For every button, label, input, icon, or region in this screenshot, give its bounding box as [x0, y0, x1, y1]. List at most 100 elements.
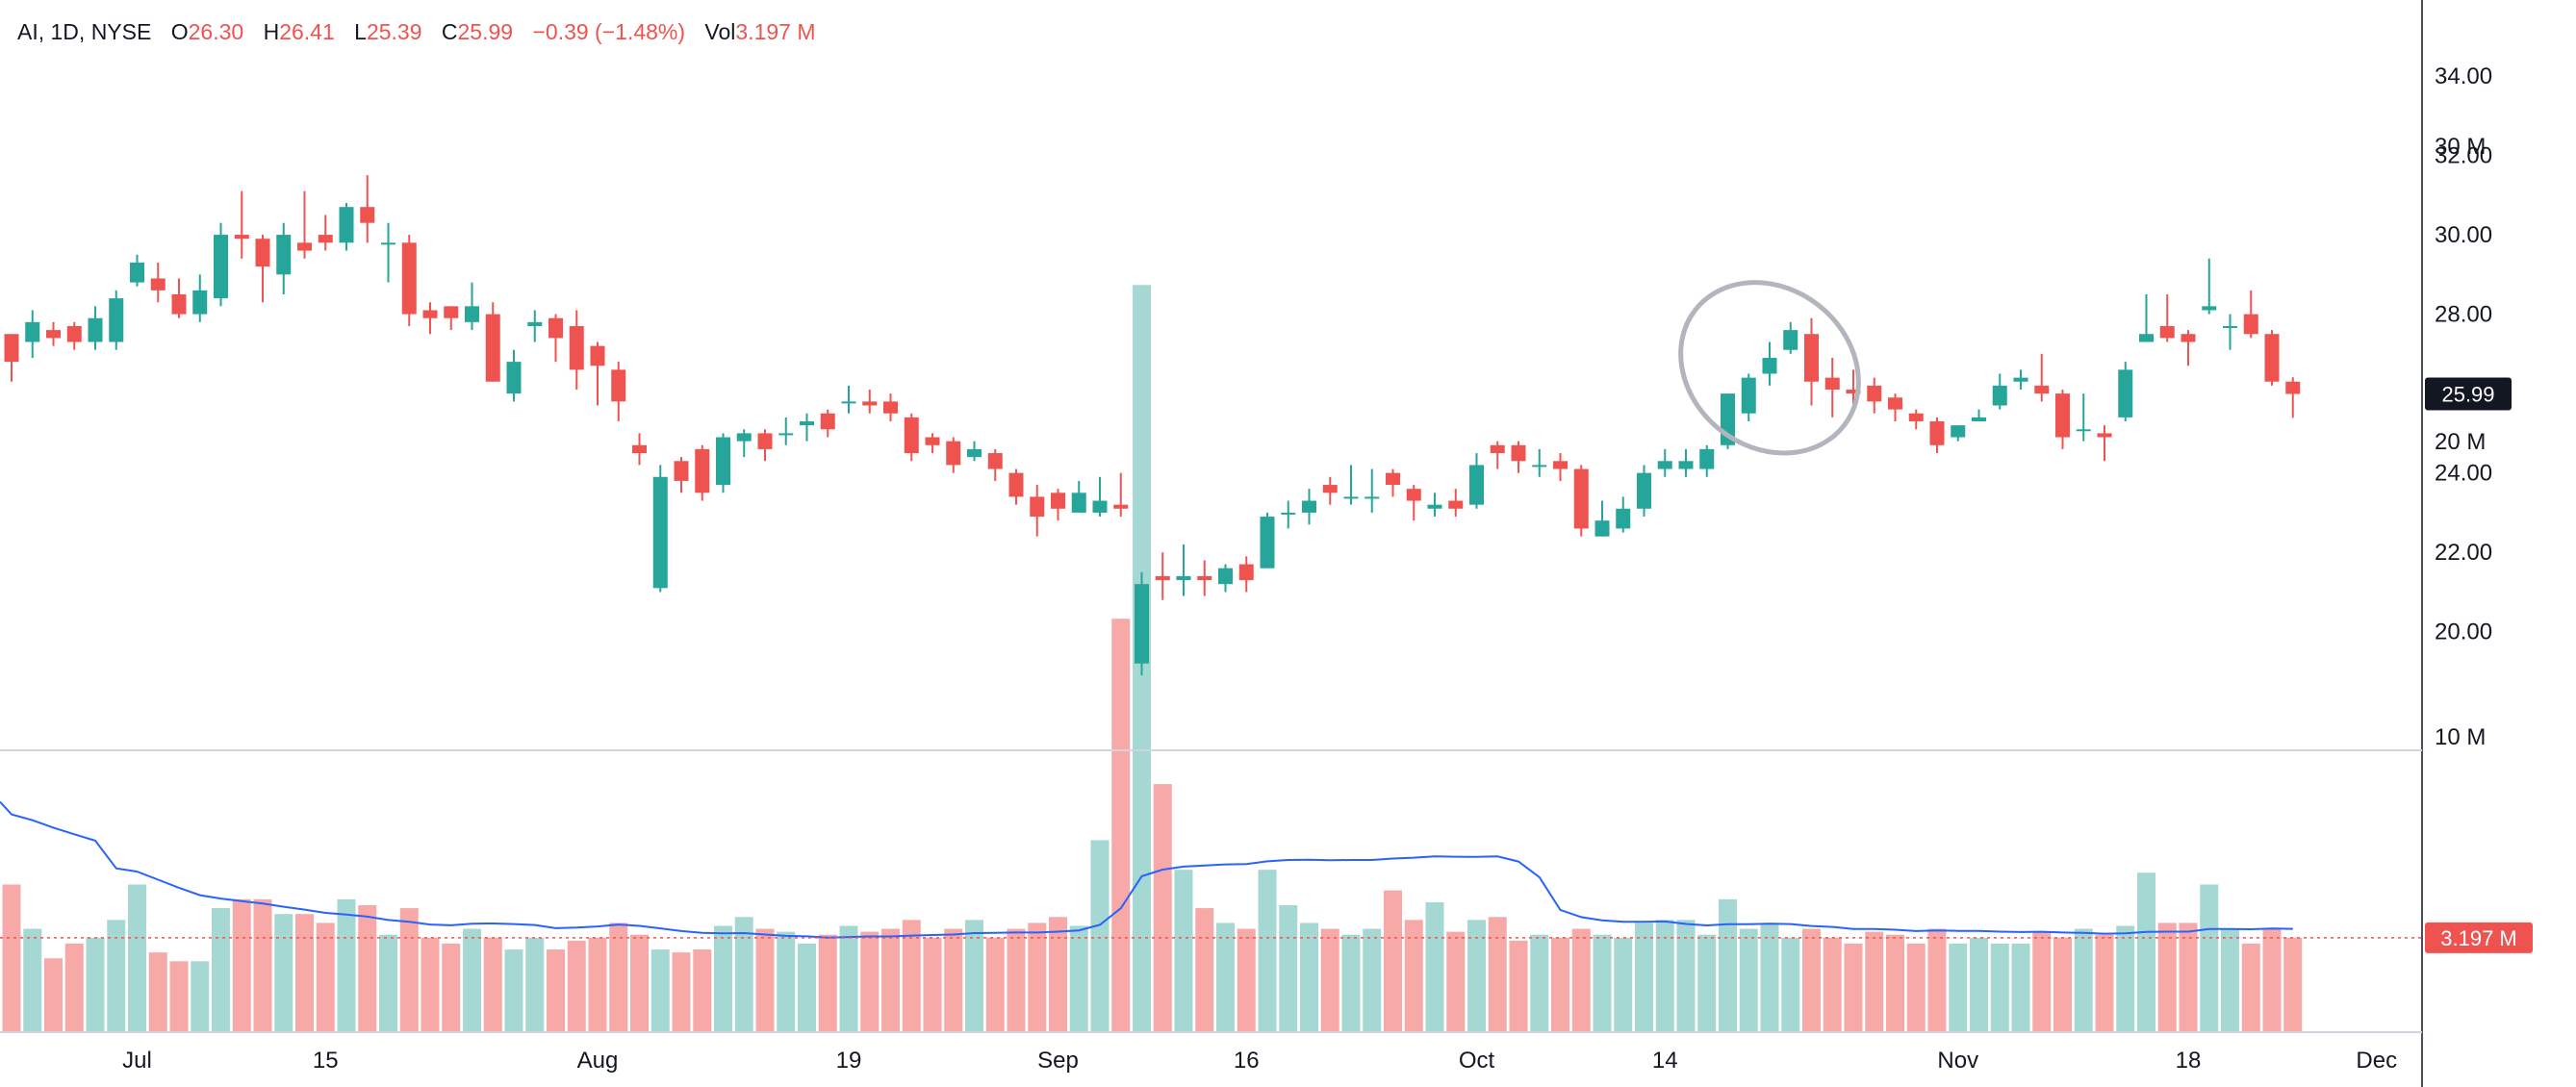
volume-bar — [1174, 870, 1193, 1032]
volume-bar — [442, 943, 461, 1032]
volume-bar — [1990, 943, 2009, 1032]
candle-body — [1406, 489, 1421, 501]
volume-bar — [567, 940, 586, 1032]
candle-body — [757, 433, 773, 449]
candle — [1573, 465, 1589, 537]
price-tick-label: 34.00 — [2435, 63, 2492, 89]
candle-body — [1532, 465, 1547, 468]
volume-bars — [2, 285, 2303, 1032]
volume-bar — [944, 928, 963, 1032]
volume-bar — [1363, 928, 1382, 1032]
last-price-label: 25.99 — [2441, 383, 2494, 407]
candle-body — [820, 413, 835, 430]
volume-bar — [1341, 934, 1361, 1032]
volume-bar — [1906, 943, 1926, 1032]
candle — [1238, 556, 1254, 593]
candle-body — [1343, 496, 1359, 499]
candle-body — [841, 401, 856, 404]
candle-body — [1908, 413, 1924, 422]
candle-body — [1783, 330, 1798, 350]
candle-body — [444, 306, 459, 318]
candle-body — [1238, 564, 1254, 581]
candle — [1176, 544, 1191, 596]
volume-bar — [1509, 940, 1528, 1032]
candle — [1008, 468, 1024, 505]
candle-body — [904, 417, 919, 454]
volume-bar — [1216, 923, 1235, 1032]
candle — [130, 254, 144, 287]
volume-bar — [358, 904, 377, 1032]
candle — [1657, 448, 1672, 477]
volume-bar — [672, 952, 691, 1032]
candle-body — [1616, 508, 1631, 529]
low-label: L — [354, 19, 367, 44]
volume-bar — [1823, 937, 1842, 1032]
price-tick-label: 30.00 — [2435, 222, 2492, 248]
candle-body — [297, 242, 312, 251]
candle — [841, 385, 856, 414]
candle — [1594, 500, 1610, 537]
candle — [925, 433, 940, 454]
candle — [2034, 353, 2050, 402]
candle-body — [862, 401, 878, 406]
candle-body — [695, 448, 710, 493]
candle-body — [611, 369, 626, 402]
candle — [2202, 258, 2217, 315]
candle — [2118, 362, 2133, 422]
time-tick-label: Oct — [1459, 1048, 1495, 1074]
candle — [1218, 564, 1233, 593]
candle — [946, 437, 961, 473]
volume-bar — [316, 923, 335, 1032]
volume-bar — [1279, 904, 1298, 1032]
candle — [1678, 448, 1694, 477]
candle-body — [2055, 393, 2070, 438]
time-tick-label: Aug — [577, 1048, 619, 1074]
candle — [1992, 373, 2007, 410]
candle — [987, 448, 1003, 481]
volume-bar — [1300, 923, 1318, 1032]
candle-body — [360, 207, 375, 223]
volume-bar — [881, 928, 900, 1032]
candle-body — [485, 314, 500, 382]
candle-body — [2202, 306, 2217, 311]
volume-bar — [2074, 928, 2093, 1032]
candle — [1322, 476, 1338, 505]
volume-bar — [1320, 928, 1339, 1032]
high-label: H — [263, 19, 280, 44]
last-volume-badge: 3.197 M — [2425, 922, 2533, 953]
time-axis: Jul 15 Aug 19 Sep 16 Oct 14 Nov 18 Dec — [122, 1048, 2397, 1074]
candle — [150, 262, 166, 303]
candle — [1908, 409, 1924, 430]
candle — [2097, 425, 2112, 462]
candle-body — [632, 444, 647, 454]
price-tick-label: 24.00 — [2435, 461, 2492, 487]
volume-bar — [2095, 934, 2114, 1032]
candle-body — [987, 453, 1003, 469]
volume-bar — [2241, 943, 2260, 1032]
volume-bar — [1007, 928, 1026, 1032]
candle-body — [1867, 385, 1882, 402]
candle — [883, 393, 898, 422]
time-tick-label: Jul — [122, 1048, 152, 1074]
candle-body — [1092, 500, 1108, 513]
candle-body — [192, 290, 208, 315]
volume-bar — [483, 937, 502, 1032]
candle-body — [318, 235, 333, 243]
candle — [506, 349, 522, 402]
candle — [2223, 314, 2237, 350]
volume-bar — [295, 914, 314, 1032]
volume-bar — [1697, 934, 1717, 1032]
volume-bar — [2283, 937, 2303, 1032]
candle — [1637, 465, 1651, 518]
volume-bar — [1530, 934, 1549, 1032]
candle-body — [2285, 381, 2301, 394]
volume-bar — [1467, 920, 1486, 1032]
volume-bar — [2032, 931, 2052, 1032]
candle-body — [401, 242, 417, 315]
time-tick-label: 19 — [836, 1048, 862, 1074]
candle-body — [569, 325, 584, 370]
candle — [1616, 496, 1631, 533]
volume-bar — [1488, 917, 1507, 1032]
candle-body — [1448, 500, 1464, 509]
volume-bar — [1676, 920, 1696, 1032]
